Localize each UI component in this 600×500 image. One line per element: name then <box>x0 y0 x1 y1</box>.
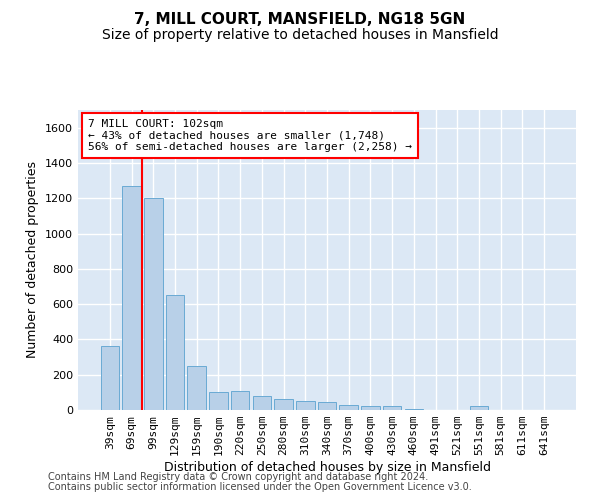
Text: Contains HM Land Registry data © Crown copyright and database right 2024.: Contains HM Land Registry data © Crown c… <box>48 472 428 482</box>
Bar <box>253 396 271 410</box>
Bar <box>470 406 488 410</box>
Text: Size of property relative to detached houses in Mansfield: Size of property relative to detached ho… <box>101 28 499 42</box>
X-axis label: Distribution of detached houses by size in Mansfield: Distribution of detached houses by size … <box>163 461 491 474</box>
Bar <box>318 402 336 410</box>
Y-axis label: Number of detached properties: Number of detached properties <box>26 162 40 358</box>
Text: 7, MILL COURT, MANSFIELD, NG18 5GN: 7, MILL COURT, MANSFIELD, NG18 5GN <box>134 12 466 28</box>
Bar <box>383 406 401 410</box>
Bar <box>144 198 163 410</box>
Bar <box>122 186 141 410</box>
Bar <box>404 409 423 410</box>
Bar <box>274 400 293 410</box>
Bar <box>361 406 380 410</box>
Text: Contains public sector information licensed under the Open Government Licence v3: Contains public sector information licen… <box>48 482 472 492</box>
Bar <box>340 404 358 410</box>
Bar <box>296 401 314 410</box>
Bar <box>231 390 250 410</box>
Text: 7 MILL COURT: 102sqm
← 43% of detached houses are smaller (1,748)
56% of semi-de: 7 MILL COURT: 102sqm ← 43% of detached h… <box>88 119 412 152</box>
Bar <box>209 392 227 410</box>
Bar <box>166 296 184 410</box>
Bar <box>101 346 119 410</box>
Bar <box>187 366 206 410</box>
